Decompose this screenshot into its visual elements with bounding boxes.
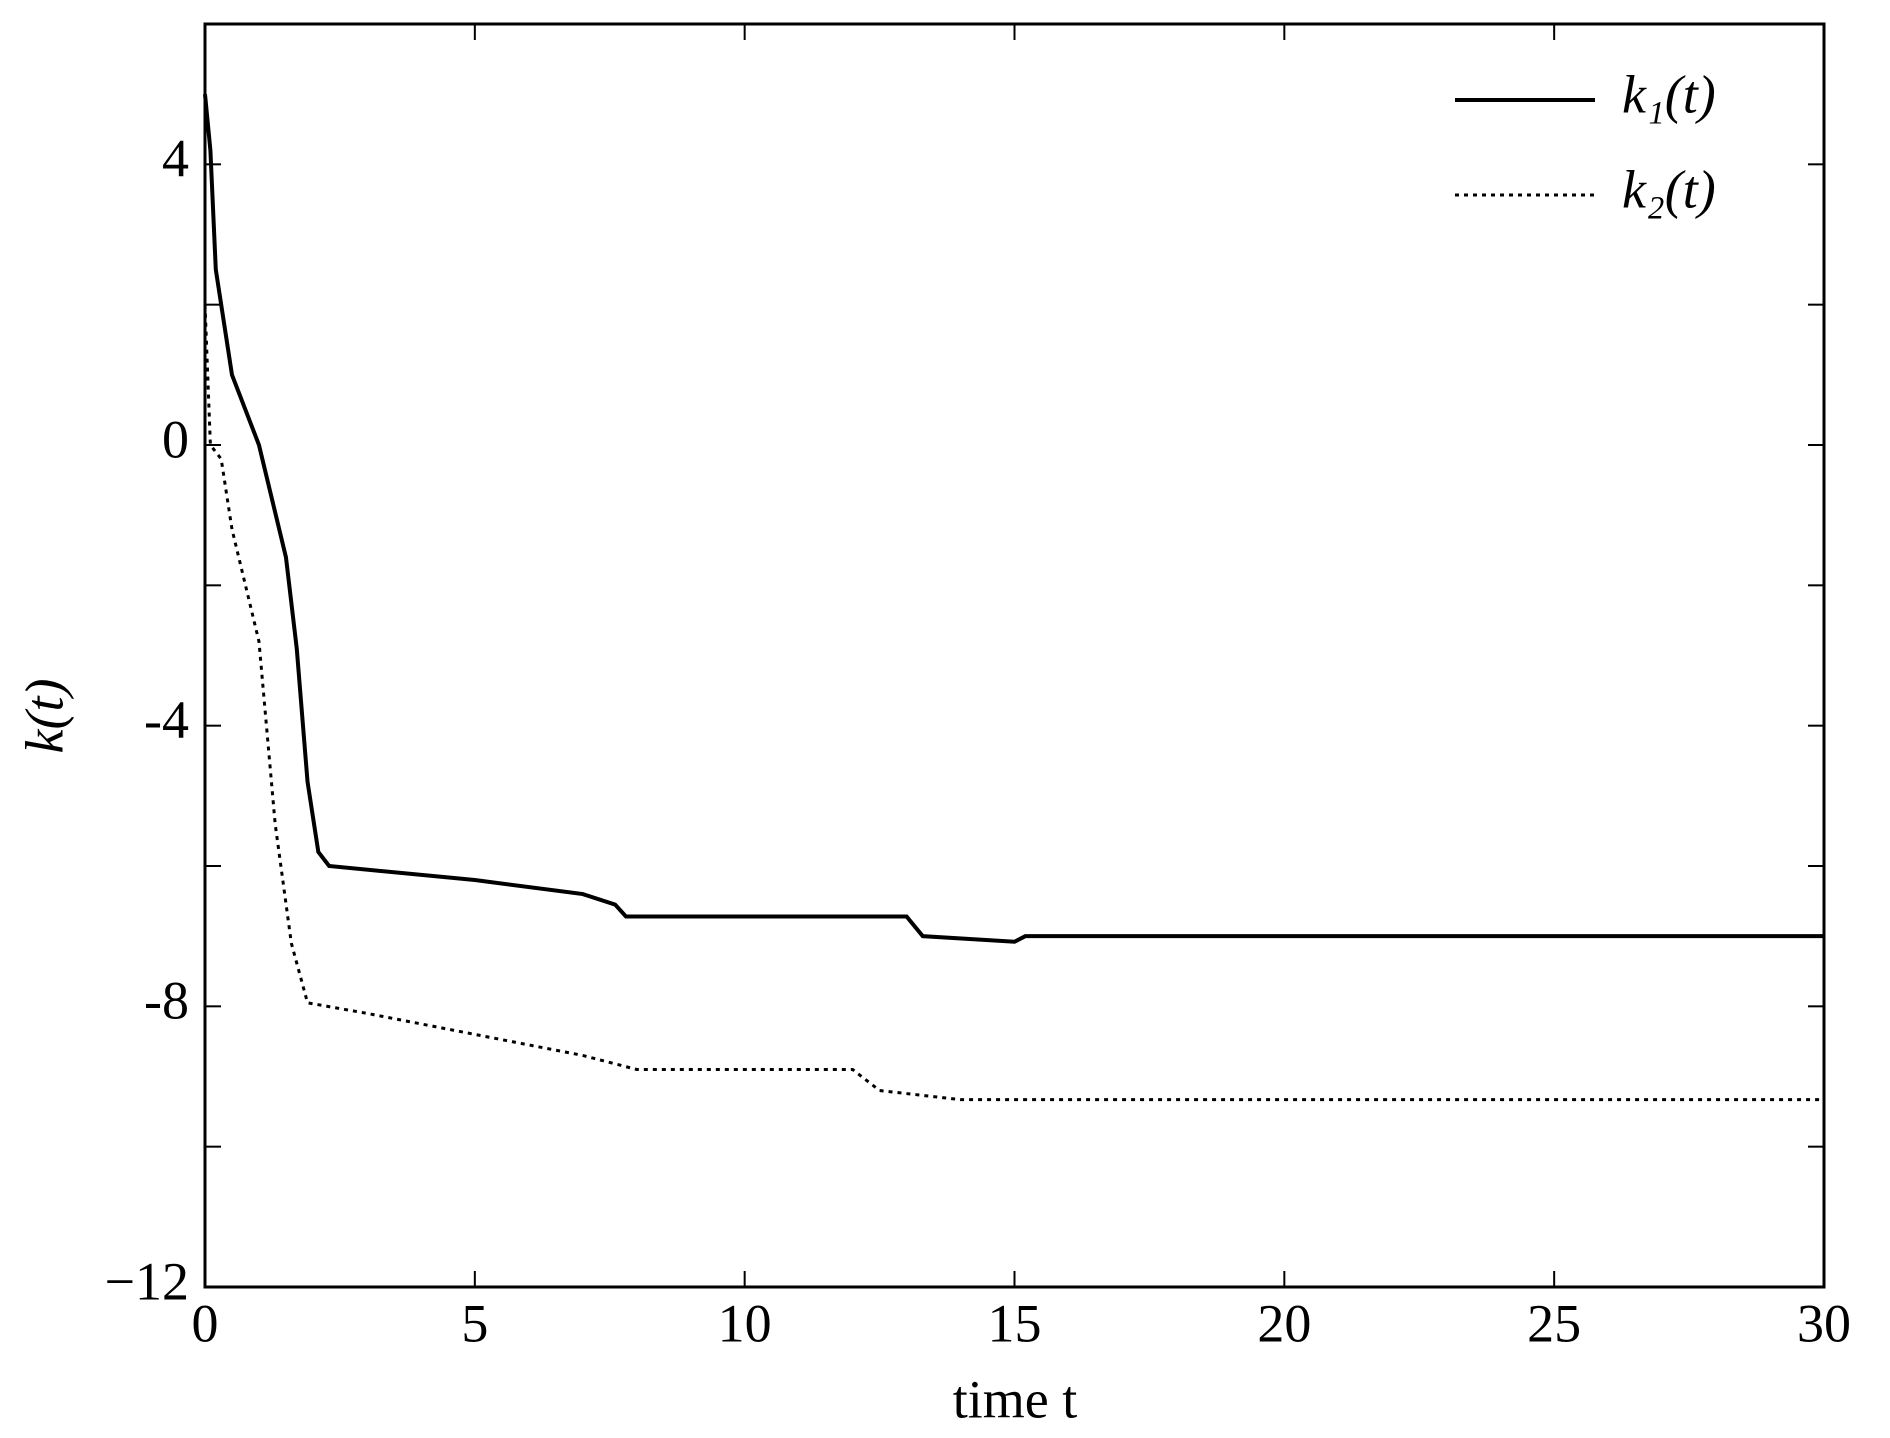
x-tick-label: 25 [1527,1293,1581,1353]
x-tick-label: 0 [192,1293,219,1353]
y-tick-label: −12 [105,1251,189,1311]
plot-frame [203,22,1826,1289]
x-tick-label: 15 [988,1293,1042,1353]
legend-label: k₂(t) [1622,159,1716,219]
series-line [203,93,1824,944]
y-axis-label: k(t) [14,679,74,754]
series-line [203,304,1824,1102]
y-tick-label: 0 [162,409,189,469]
x-axis-label: time t [953,1369,1077,1429]
y-tick-label: -8 [144,971,189,1031]
y-tick-label: -4 [144,690,189,750]
x-tick-label: 10 [718,1293,772,1353]
x-tick-label: 5 [461,1293,488,1353]
x-tick-label: 30 [1797,1293,1851,1353]
y-tick-label: 4 [162,129,189,189]
x-tick-label: 20 [1257,1293,1311,1353]
legend-label: k₁(t) [1622,64,1716,124]
